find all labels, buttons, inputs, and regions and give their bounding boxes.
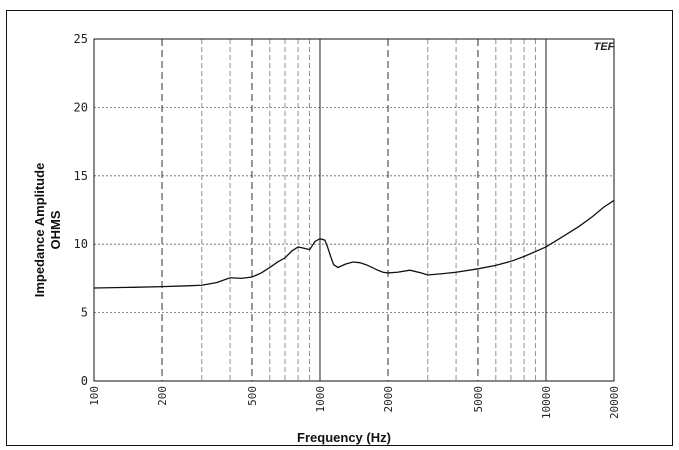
y-tick-label: 15 — [74, 169, 88, 183]
x-tick-label: 100 — [88, 386, 101, 406]
x-axis-title: Frequency (Hz) — [297, 430, 391, 445]
y-tick-label: 20 — [74, 100, 88, 114]
x-tick-label: 5000 — [472, 386, 485, 413]
y-tick-label: 25 — [74, 32, 88, 46]
plot-area — [93, 38, 615, 382]
x-tick-label: 2000 — [382, 386, 395, 413]
x-tick-label: 1000 — [314, 386, 327, 413]
minor-grid — [94, 39, 614, 381]
y-tick-label: 0 — [81, 374, 88, 388]
major-grid — [161, 39, 547, 381]
y-tick-label: 5 — [81, 306, 88, 320]
impedance-curve — [93, 199, 615, 289]
x-tick-label: 20000 — [608, 386, 621, 419]
x-tick-labels: 100 200 500 1000 2000 5000 10000 20000 — [88, 386, 621, 419]
chart-frame — [6, 10, 673, 446]
y-tick-label: 10 — [74, 237, 88, 251]
tef-logo: TEF — [594, 41, 615, 53]
x-tick-label: 200 — [156, 386, 169, 406]
x-tick-label: 10000 — [540, 386, 553, 419]
y-axis-title: Impedance Amplitude — [32, 163, 47, 298]
x-tick-label: 500 — [246, 386, 259, 406]
y-tick-labels: 0 5 10 15 20 25 — [74, 32, 88, 388]
y-axis-unit: OHMS — [48, 210, 63, 249]
